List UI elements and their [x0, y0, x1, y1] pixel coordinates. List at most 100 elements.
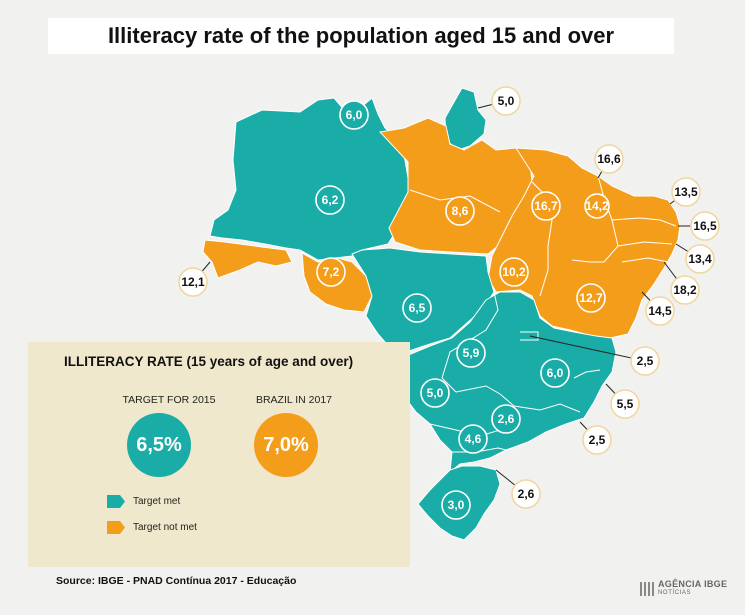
value-marker: [456, 338, 486, 368]
value-text: 18,2: [673, 283, 697, 297]
title-box: Illiteracy rate of the population aged 1…: [48, 18, 674, 54]
logo-title: AGÊNCIA IBGE: [658, 579, 728, 589]
value-text: 6,2: [322, 193, 339, 207]
value-marker: [441, 490, 471, 520]
value-marker: [630, 346, 660, 376]
region-amazonas: [209, 97, 411, 261]
value-text: 2,5: [589, 433, 606, 447]
value-text: 6,0: [547, 366, 564, 380]
value-label: 16,6: [594, 144, 624, 174]
value-label: 12,1: [178, 267, 208, 297]
value-text: 14,2: [585, 199, 609, 213]
target-value-circle: 6,5%: [127, 413, 191, 477]
value-text: 6,0: [346, 108, 363, 122]
value-marker: [610, 389, 640, 419]
legend-label-met: Target met: [133, 496, 181, 507]
value-text: 5,5: [617, 397, 634, 411]
value-label: 6,5: [402, 293, 432, 323]
value-marker: [491, 404, 521, 434]
value-text: 5,9: [463, 346, 480, 360]
value-label: 18,2: [670, 275, 700, 305]
value-text: 5,0: [498, 94, 515, 108]
value-text: 13,5: [674, 185, 698, 199]
value-marker: [458, 424, 488, 454]
value-marker: [402, 293, 432, 323]
value-text: 6,5: [409, 301, 426, 315]
value-label: 5,9: [456, 338, 486, 368]
value-marker: [594, 144, 624, 174]
value-label: 14,2: [584, 193, 610, 219]
logo-subtitle: NOTÍCIAS: [658, 590, 692, 596]
value-label: 7,2: [316, 257, 346, 287]
value-marker: [499, 257, 529, 287]
value-marker: [420, 378, 450, 408]
value-label: 3,0: [441, 490, 471, 520]
value-label: 6,0: [339, 100, 369, 130]
region-acre: [202, 239, 293, 279]
value-text: 5,0: [427, 386, 444, 400]
value-label: 5,0: [491, 86, 521, 116]
value-text: 16,7: [534, 199, 558, 213]
legend-title: ILLITERACY RATE (15 years of age and ove…: [64, 354, 354, 369]
value-text: 2,6: [498, 412, 515, 426]
value-marker: [491, 86, 521, 116]
value-marker: [178, 267, 208, 297]
value-marker: [540, 358, 570, 388]
value-label: 8,6: [445, 196, 475, 226]
source-note: Source: IBGE - PNAD Contínua 2017 - Educ…: [56, 575, 297, 587]
value-marker: [582, 425, 612, 455]
value-marker: [670, 275, 700, 305]
value-label: 6,0: [540, 358, 570, 388]
value-label: 2,5: [630, 346, 660, 376]
value-marker: [685, 244, 715, 274]
value-text: 2,5: [637, 354, 654, 368]
value-label: 2,6: [491, 404, 521, 434]
value-marker: [531, 191, 561, 221]
value-marker: [511, 479, 541, 509]
brazil-value-circle: 7,0%: [254, 413, 318, 477]
value-marker: [315, 185, 345, 215]
value-label: 5,0: [420, 378, 450, 408]
value-label: 12,7: [576, 283, 606, 313]
value-text: 13,4: [688, 252, 712, 266]
value-label: 14,5: [645, 296, 675, 326]
value-text: 3,0: [448, 498, 465, 512]
value-label: 13,4: [685, 244, 715, 274]
leader-line: [529, 335, 646, 362]
value-text: 8,6: [452, 204, 469, 218]
value-marker: [445, 196, 475, 226]
value-label: 16,5: [690, 211, 720, 241]
ibge-logo-icon: [640, 582, 654, 596]
value-label: 10,2: [499, 257, 529, 287]
value-marker: [671, 177, 701, 207]
value-text: 16,5: [693, 219, 717, 233]
value-marker: [576, 283, 606, 313]
value-marker: [316, 257, 346, 287]
value-text: 4,6: [465, 432, 482, 446]
value-text: 12,1: [181, 275, 205, 289]
legend-swatch-not-met: [107, 521, 125, 534]
value-text: 10,2: [502, 265, 526, 279]
value-label: 13,5: [671, 177, 701, 207]
value-labels: 6,0 5,0 6,2 8,6 16,6 16,7 14,2 13,5 16,5 13,4 18,2…: [178, 86, 720, 520]
chart-title: Illiteracy rate of the population aged 1…: [107, 23, 615, 48]
value-marker: [645, 296, 675, 326]
value-marker: [690, 211, 720, 241]
value-text: 16,6: [597, 152, 621, 166]
value-label: 5,5: [610, 389, 640, 419]
value-text: 14,5: [648, 304, 672, 318]
logo-text: AGÊNCIA IBGE NOTÍCIAS: [658, 580, 727, 598]
value-label: 4,6: [458, 424, 488, 454]
value-text: 7,2: [323, 265, 340, 279]
value-text: 2,6: [518, 487, 535, 501]
value-marker: [584, 193, 610, 219]
brazil-label: BRAZIL IN 2017: [255, 394, 333, 406]
value-label: 6,2: [315, 185, 345, 215]
value-label: 2,5: [582, 425, 612, 455]
value-label: 16,7: [531, 191, 561, 221]
legend-label-not-met: Target not met: [133, 522, 197, 533]
agencia-ibge-logo: AGÊNCIA IBGE NOTÍCIAS: [640, 580, 727, 598]
legend-panel: [28, 342, 410, 567]
value-label: 2,6: [511, 479, 541, 509]
